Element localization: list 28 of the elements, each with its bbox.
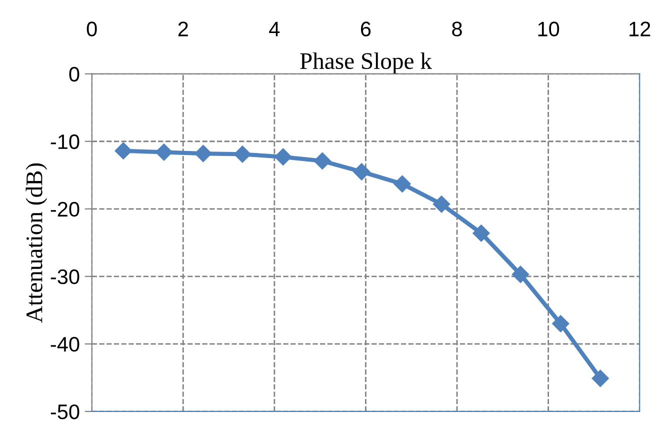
y-tick-label: 0: [69, 66, 80, 82]
x-axis-title: Phase Slope k: [300, 52, 432, 74]
y-tick-label: -20: [50, 202, 80, 217]
y-tick-label: -40: [50, 336, 80, 352]
point: [552, 315, 570, 332]
x-tick-label: 4: [269, 22, 280, 36]
x-tick-label: 10: [538, 22, 560, 36]
point: [353, 163, 370, 180]
point: [512, 266, 530, 283]
point: [472, 224, 490, 242]
point: [194, 144, 212, 162]
y-tick-label: -10: [50, 134, 80, 150]
point: [592, 370, 609, 387]
x-tick-label: 12: [630, 22, 650, 36]
y-tick-label: -50: [50, 404, 80, 420]
x-tick-label: 6: [360, 22, 371, 36]
x-tick-label: 2: [178, 22, 188, 36]
point: [274, 148, 292, 166]
x-tick-label: 8: [452, 22, 462, 36]
y-tick-label: -30: [50, 269, 80, 284]
x-tick-label: 0: [86, 22, 97, 36]
y-axis-title: Attenuation (dB): [26, 163, 48, 323]
point: [394, 175, 411, 192]
point: [432, 196, 450, 213]
point: [234, 146, 252, 163]
point: [155, 144, 173, 161]
point: [114, 142, 132, 160]
point: [314, 152, 331, 170]
